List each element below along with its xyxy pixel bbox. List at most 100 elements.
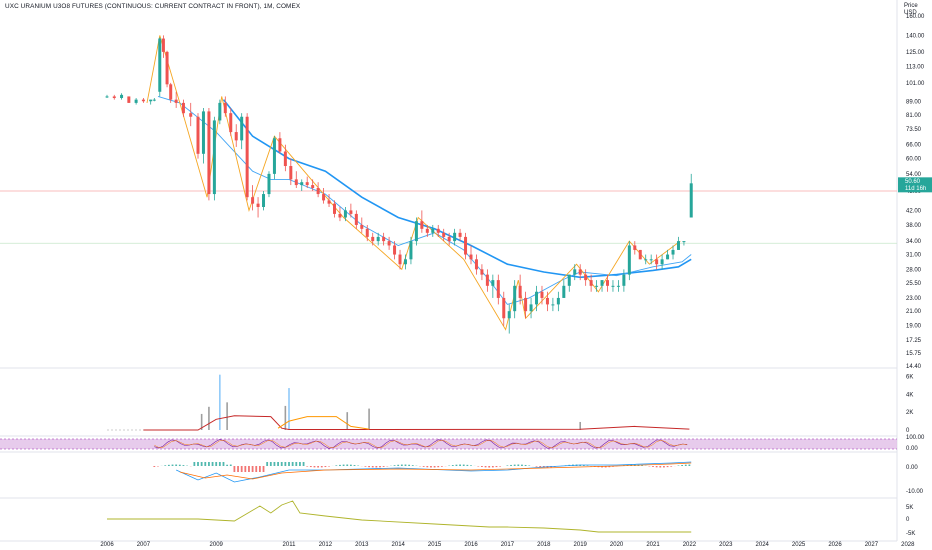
- candle-body[interactable]: [218, 102, 222, 121]
- candle-body[interactable]: [589, 280, 593, 286]
- candle-body[interactable]: [689, 183, 693, 218]
- candle-body[interactable]: [256, 203, 260, 207]
- candle-body[interactable]: [196, 116, 200, 154]
- candle-body[interactable]: [278, 138, 282, 152]
- candle-body[interactable]: [562, 285, 566, 298]
- candle-body[interactable]: [311, 185, 315, 189]
- candle-body[interactable]: [600, 280, 604, 286]
- candle-body[interactable]: [485, 274, 489, 286]
- candle-body[interactable]: [141, 99, 145, 102]
- candle-body[interactable]: [535, 291, 539, 305]
- candle-body[interactable]: [333, 203, 336, 214]
- candle-body[interactable]: [251, 197, 255, 204]
- candle-body[interactable]: [152, 99, 156, 101]
- candle-body[interactable]: [491, 280, 495, 286]
- candle-body[interactable]: [393, 245, 397, 255]
- candle-body[interactable]: [165, 51, 169, 85]
- candle-body[interactable]: [502, 297, 506, 319]
- candle-body[interactable]: [420, 221, 424, 229]
- candle-body[interactable]: [371, 236, 375, 242]
- candle-body[interactable]: [289, 166, 293, 180]
- candle-body[interactable]: [272, 138, 276, 174]
- candle-body[interactable]: [660, 259, 664, 265]
- candle-body[interactable]: [447, 236, 451, 242]
- candle-body[interactable]: [655, 259, 659, 265]
- candle-body[interactable]: [578, 269, 582, 275]
- candle-body[interactable]: [649, 259, 653, 261]
- candle-body[interactable]: [305, 182, 309, 186]
- candle-body[interactable]: [622, 274, 626, 286]
- candle-body[interactable]: [283, 151, 287, 167]
- candle-body[interactable]: [584, 274, 588, 281]
- candle-body[interactable]: [414, 221, 418, 242]
- candle-body[interactable]: [207, 111, 211, 195]
- candle-body[interactable]: [469, 254, 473, 260]
- candle-body[interactable]: [507, 311, 511, 319]
- candle-body[interactable]: [212, 120, 216, 195]
- candle-body[interactable]: [513, 285, 517, 312]
- candle-body[interactable]: [453, 232, 457, 242]
- candle-body[interactable]: [327, 200, 331, 204]
- candle-body[interactable]: [354, 213, 358, 225]
- candle-body[interactable]: [403, 259, 407, 265]
- candle-body[interactable]: [638, 249, 642, 260]
- candle-body[interactable]: [496, 280, 500, 298]
- candle-body[interactable]: [112, 96, 116, 99]
- candle-body[interactable]: [442, 232, 446, 237]
- candle-body[interactable]: [169, 84, 173, 100]
- candle-body[interactable]: [201, 111, 205, 154]
- candle-body[interactable]: [158, 38, 162, 92]
- candle-body[interactable]: [343, 210, 347, 218]
- candle-body[interactable]: [682, 241, 686, 243]
- candle-body[interactable]: [551, 304, 555, 306]
- candle-body[interactable]: [240, 116, 244, 141]
- candle-body[interactable]: [322, 194, 326, 201]
- candle-body[interactable]: [229, 113, 233, 133]
- candle-body[interactable]: [611, 285, 615, 287]
- candle-body[interactable]: [161, 38, 165, 52]
- candle-body[interactable]: [189, 113, 193, 117]
- candle-body[interactable]: [595, 285, 599, 287]
- candle-body[interactable]: [120, 94, 124, 99]
- candle-body[interactable]: [300, 182, 304, 186]
- candle-body[interactable]: [474, 259, 478, 270]
- candle-body[interactable]: [666, 254, 670, 260]
- candle-body[interactable]: [127, 96, 131, 103]
- candle-body[interactable]: [606, 280, 609, 286]
- candle-body[interactable]: [181, 102, 185, 114]
- candle-body[interactable]: [431, 228, 435, 233]
- candle-body[interactable]: [365, 228, 369, 237]
- candle-body[interactable]: [316, 188, 320, 195]
- candle-body[interactable]: [387, 241, 391, 246]
- candle-body[interactable]: [105, 96, 109, 98]
- candle-body[interactable]: [671, 249, 675, 255]
- candle-body[interactable]: [234, 132, 238, 141]
- candle-body[interactable]: [436, 228, 440, 233]
- candle-body[interactable]: [676, 241, 680, 250]
- candle-body[interactable]: [409, 241, 413, 260]
- candle-body[interactable]: [360, 224, 364, 229]
- candle-body[interactable]: [529, 304, 533, 312]
- candle-body[interactable]: [425, 228, 429, 233]
- candle-body[interactable]: [262, 194, 266, 207]
- candle-body[interactable]: [567, 274, 571, 286]
- candle-body[interactable]: [245, 116, 249, 198]
- candle-body[interactable]: [223, 102, 227, 114]
- candle-body[interactable]: [627, 245, 631, 275]
- candle-body[interactable]: [480, 269, 484, 275]
- candle-body[interactable]: [174, 99, 178, 103]
- candle-body[interactable]: [540, 291, 544, 298]
- candle-body[interactable]: [644, 259, 648, 261]
- candle-body[interactable]: [382, 236, 386, 242]
- candle-body[interactable]: [134, 99, 138, 103]
- candle-body[interactable]: [149, 99, 153, 102]
- candle-body[interactable]: [464, 236, 468, 255]
- candle-body[interactable]: [524, 297, 528, 312]
- candle-body[interactable]: [349, 210, 353, 214]
- candle-body[interactable]: [398, 254, 402, 265]
- candle-body[interactable]: [376, 236, 380, 242]
- candle-body[interactable]: [294, 179, 298, 186]
- candle-body[interactable]: [518, 285, 522, 298]
- candle-body[interactable]: [267, 173, 271, 195]
